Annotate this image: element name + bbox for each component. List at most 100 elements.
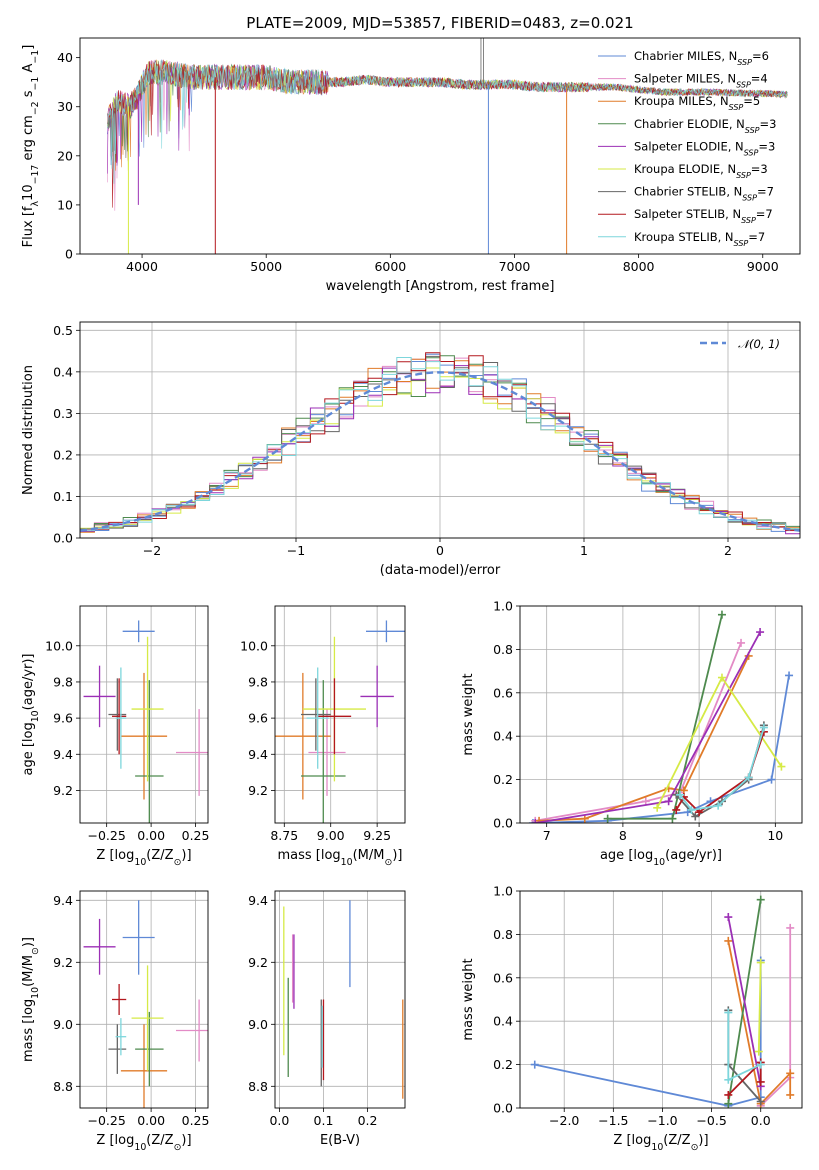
legend-label: Salpeter ELODIE, NSSP=3: [634, 139, 775, 157]
y-tick-label: 20: [57, 148, 73, 163]
y-tick-label: 9.0: [248, 1017, 268, 1032]
x-tick-label: −2.0: [549, 1113, 579, 1128]
series-point: [691, 812, 700, 821]
y-tick-label: 9.2: [248, 783, 268, 798]
panel-mass-vs-Z: −0.25 0.00 0.25 8.8 9.0 9.2 9.4 Z [log10(Z/Z⊙)]…: [21, 890, 209, 1153]
x-axis-label: Z [log10(Z/Z⊙)]: [613, 1133, 708, 1153]
x-tick-label: 0.2: [358, 1113, 378, 1128]
x-axis-label: E(B-V): [320, 1133, 360, 1148]
series-point: [756, 628, 765, 637]
plot-area: [83, 620, 208, 823]
panel-age-vs-mass: 8.75 9.00 9.25 9.2 9.4 9.6 9.8 10.0 mass [log10(…: [240, 605, 406, 868]
series-point: [672, 805, 681, 814]
y-tick-label: 9.8: [53, 674, 73, 689]
series-point: [530, 1060, 539, 1069]
plot-area: [283, 900, 404, 1099]
y-tick-label: 30: [57, 99, 73, 114]
charts-layer: 4000 5000 6000 7000 8000 9000010203040wavelen…: [21, 37, 803, 1153]
axes-frame: [79, 890, 209, 1109]
series-point: [756, 1097, 765, 1106]
x-axis-label: mass [log10(M/M⊙)]: [277, 848, 402, 868]
axes-frame: [79, 321, 801, 539]
y-tick-label: 0.8: [493, 927, 513, 942]
x-tick-label: 6000: [374, 259, 406, 274]
series-point: [777, 762, 786, 771]
axes-frame: [519, 605, 803, 824]
y-tick-label: 0.6: [493, 685, 513, 700]
legend-label: Kroupa MILES, NSSP=5: [634, 94, 760, 112]
series-point: [580, 814, 589, 823]
x-tick-label: 9.25: [363, 828, 391, 843]
series-point: [756, 958, 765, 967]
x-tick-label: 8.75: [270, 828, 298, 843]
series-point: [724, 1008, 733, 1017]
series-point: [531, 819, 540, 823]
series-point: [756, 895, 765, 904]
y-axis-label: age [log10(age/yr)]: [21, 653, 41, 775]
series-point: [786, 923, 795, 932]
y-axis-label: mass weight: [461, 958, 476, 1040]
axes-frame: [79, 605, 209, 824]
y-axis-label: Normed distribution: [21, 365, 36, 495]
plot-area: [107, 38, 788, 254]
y-tick-label: 0: [65, 247, 73, 262]
legend-label: Chabrier ELODIE, NSSP=3: [634, 117, 776, 135]
y-tick-label: 8.8: [53, 1079, 73, 1094]
series-point: [756, 1060, 765, 1069]
x-tick-label: 0.00: [137, 1113, 165, 1128]
panel-age-vs-Z: −0.25 0.00 0.25 9.2 9.4 9.6 9.8 10.0 Z [log10(Z/…: [21, 605, 210, 868]
series-point: [664, 797, 673, 806]
y-tick-label: 10: [57, 197, 73, 212]
y-tick-label: 0.0: [53, 531, 73, 546]
y-tick-label: 9.6: [53, 711, 73, 726]
x-tick-label: −2: [143, 543, 161, 558]
x-tick-label: 1: [580, 543, 588, 558]
series-point: [603, 814, 612, 823]
plot-area: [528, 610, 794, 823]
x-tick-label: 2: [724, 543, 732, 558]
histogram-8: [80, 357, 800, 532]
series-point: [786, 1069, 795, 1078]
y-tick-label: 40: [57, 50, 73, 65]
x-tick-label: 9000: [747, 259, 779, 274]
plot-area: [275, 620, 405, 823]
series-point: [724, 1090, 733, 1099]
x-axis-label: Z [log10(Z/Z⊙)]: [96, 848, 191, 868]
series-point: [786, 1090, 795, 1099]
x-tick-label: 0.25: [182, 828, 210, 843]
y-tick-label: 0.2: [493, 1057, 513, 1072]
y-tick-label: 0.1: [53, 489, 73, 504]
x-tick-label: 9.00: [317, 828, 345, 843]
plot-area: [530, 895, 795, 1108]
series-point: [737, 638, 746, 647]
y-tick-label: 9.4: [248, 747, 268, 762]
x-tick-label: 0.00: [137, 828, 165, 843]
y-tick-label: 10.0: [45, 638, 73, 653]
axes-frame: [274, 605, 406, 824]
panel-massweight-vs-Z: −2.0 −1.5 −1.0 −0.5 0.0 0.0 0.2 0.4 0.6 0.8 1.0 Z […: [461, 884, 803, 1153]
series-line-2: [539, 655, 750, 822]
x-tick-label: 9: [695, 828, 703, 843]
y-tick-label: 1.0: [493, 599, 513, 614]
y-tick-label: 9.2: [53, 955, 73, 970]
series-point: [668, 814, 677, 823]
series-line-0: [532, 675, 790, 823]
x-tick-label: 0.1: [314, 1113, 334, 1128]
x-tick-label: 5000: [250, 259, 282, 274]
axes-frame: [274, 890, 406, 1109]
panel-residuals: −2 −1 0 1 2 0.0 0.1 0.2 0.3 0.4 0.5 (data-model)/er…: [21, 321, 801, 578]
panel-spectrum: 4000 5000 6000 7000 8000 9000 0 10 20 30 40 wavelen…: [21, 37, 801, 294]
series-point: [717, 673, 726, 682]
series-point: [754, 1047, 763, 1056]
series-point: [714, 801, 723, 810]
spectrum-line-7: [107, 59, 788, 208]
series-point: [535, 816, 544, 823]
legend-label: Chabrier MILES, NSSP=6: [634, 49, 769, 67]
y-tick-label: 1.0: [493, 884, 513, 899]
series-line-0: [534, 960, 762, 1107]
legend-label: Salpeter STELIB, NSSP=7: [634, 207, 773, 225]
legend-label: Chabrier STELIB, NSSP=7: [634, 185, 774, 203]
y-tick-label: 0.4: [53, 364, 73, 379]
y-tick-label: 9.2: [248, 955, 268, 970]
